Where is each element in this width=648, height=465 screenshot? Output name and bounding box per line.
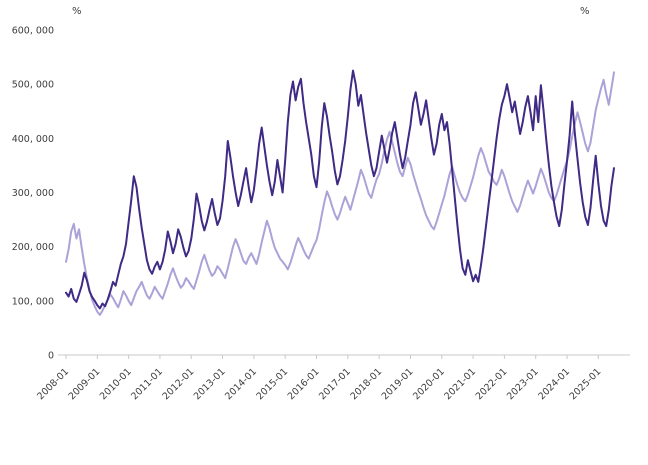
y-axis-unit-label-left: %	[72, 6, 82, 17]
light-purple-series-line	[65, 71, 615, 316]
x-axis-tick-label: 2014-01	[223, 366, 259, 402]
x-axis-tick-label: 2015-01	[254, 366, 290, 402]
x-axis-tick-label: 2025-01	[568, 366, 604, 402]
x-axis-tick-label: 2019-01	[380, 366, 416, 402]
y-axis-tick-label: 0	[48, 351, 54, 362]
x-axis-tick-label: 2023-01	[505, 366, 541, 402]
x-axis-tick-label: 2009-01	[67, 366, 103, 402]
x-axis-tick-label: 2022-01	[474, 366, 510, 402]
y-axis-tick-label: 400, 000	[12, 134, 54, 145]
y-axis-tick-label: 100, 000	[12, 296, 54, 307]
x-axis-tick-label: 2021-01	[442, 366, 478, 402]
x-axis-tick-label: 2017-01	[317, 366, 353, 402]
y-axis-tick-label: 300, 000	[12, 188, 54, 199]
x-axis-tick-label: 2012-01	[161, 366, 197, 402]
y-axis-tick-label: 600, 000	[12, 26, 54, 37]
x-axis-tick-label: 2011-01	[129, 366, 165, 402]
x-axis-tick-label: 2016-01	[286, 366, 322, 402]
y-axis-unit-label-right: %	[580, 6, 590, 17]
x-axis-tick-label: 2018-01	[348, 366, 384, 402]
x-axis-tick-label: 2013-01	[192, 366, 228, 402]
y-axis-tick-label: 500, 000	[12, 80, 54, 91]
x-axis-tick-label: 2020-01	[411, 366, 447, 402]
x-axis-tick-label: 2024-01	[536, 366, 572, 402]
y-axis-tick-label: 200, 000	[12, 242, 54, 253]
x-axis-tick-label: 2008-01	[35, 366, 71, 402]
x-axis-tick-label: 2010-01	[98, 366, 134, 402]
dark-purple-series-line	[65, 69, 615, 310]
